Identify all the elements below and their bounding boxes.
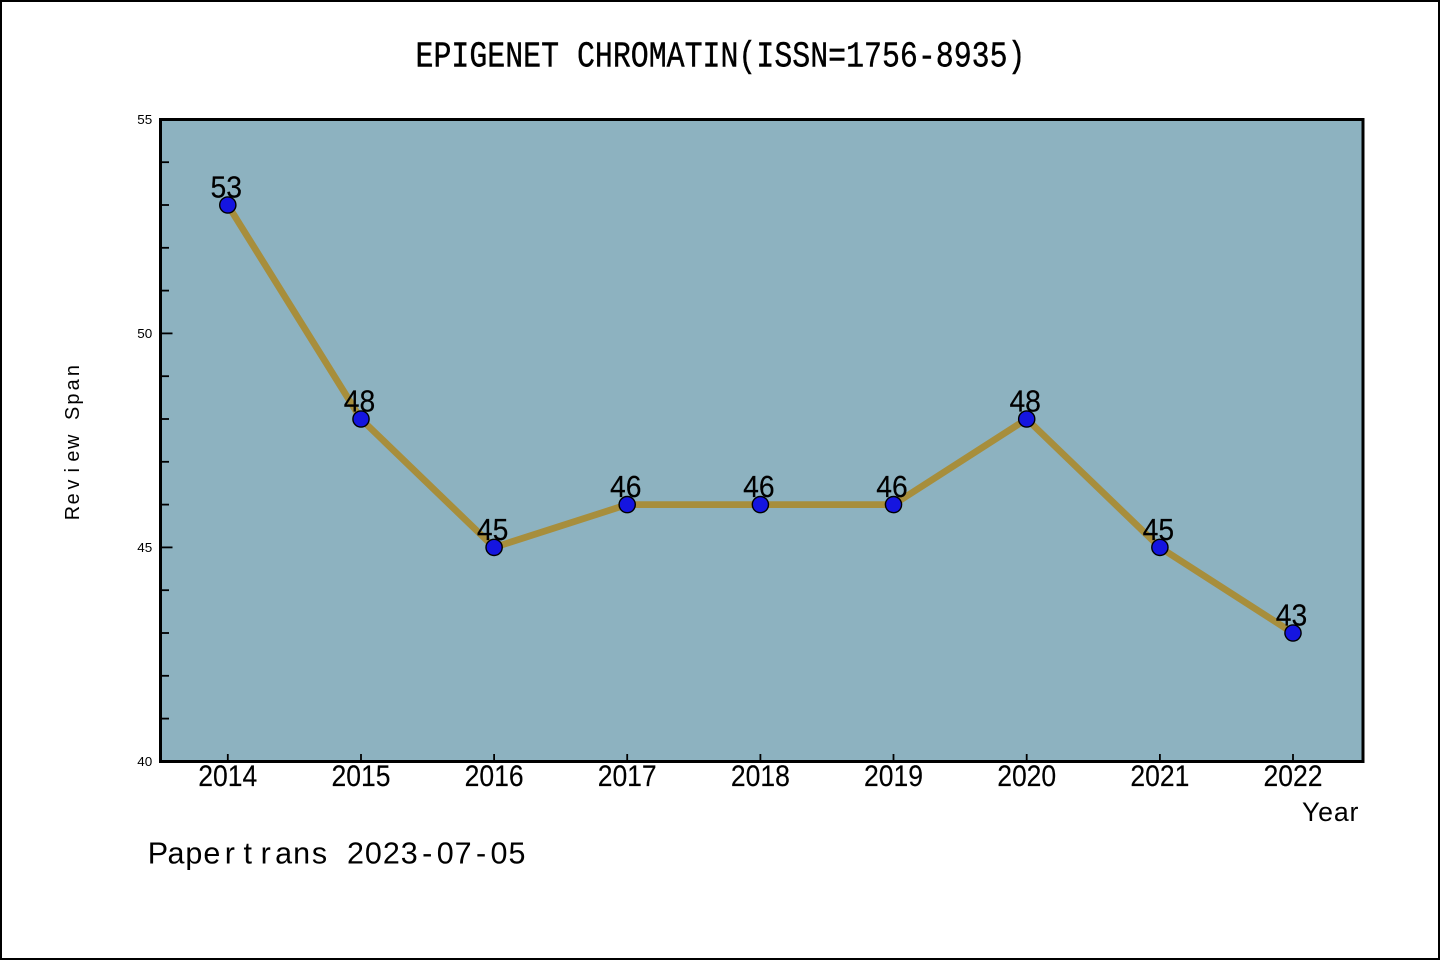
svg-text:2014: 2014	[198, 760, 257, 793]
svg-text:EPIGENET CHROMATIN(ISSN=1756-8: EPIGENET CHROMATIN(ISSN=1756-8935)	[416, 37, 1026, 78]
svg-text:Papertrans 2023-07-05: Papertrans 2023-07-05	[148, 836, 526, 870]
svg-text:2021: 2021	[1130, 760, 1189, 793]
svg-text:40: 40	[137, 754, 152, 769]
svg-text:2022: 2022	[1264, 760, 1323, 793]
svg-text:2018: 2018	[731, 760, 790, 793]
svg-text:55: 55	[137, 112, 152, 127]
svg-text:2019: 2019	[864, 760, 923, 793]
svg-text:Year: Year	[1302, 797, 1359, 827]
svg-text:2016: 2016	[465, 760, 524, 793]
svg-text:2017: 2017	[598, 760, 657, 793]
svg-text:Review Span: Review Span	[62, 365, 84, 520]
svg-text:50: 50	[137, 326, 152, 341]
svg-text:46: 46	[610, 469, 642, 504]
svg-text:2020: 2020	[997, 760, 1056, 793]
svg-text:45: 45	[137, 540, 152, 555]
svg-text:46: 46	[876, 469, 908, 504]
svg-text:2015: 2015	[332, 760, 391, 793]
svg-text:48: 48	[344, 384, 376, 419]
